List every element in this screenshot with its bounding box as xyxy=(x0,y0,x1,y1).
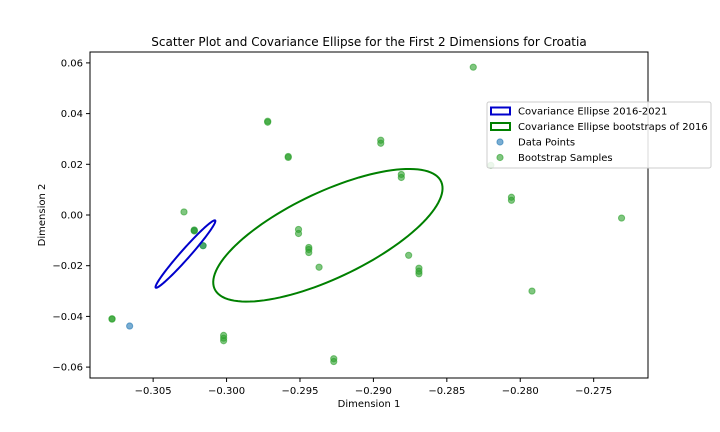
covariance-ellipse-bootstraps-of-2016 xyxy=(212,167,444,303)
bootstrap-samples-point xyxy=(469,63,477,71)
bootstrap-samples-point xyxy=(264,118,272,126)
legend-marker-data-points xyxy=(496,138,504,146)
bootstrap-samples-point xyxy=(284,153,292,162)
y-tick-label: 0.00 xyxy=(61,211,83,222)
y-tick-label: 0.02 xyxy=(61,160,83,171)
legend-label-bootstrap-samples: Bootstrap Samples xyxy=(518,153,613,164)
bootstrap-samples-point xyxy=(397,173,405,182)
y-tick-label: 0.04 xyxy=(61,109,83,120)
bootstrap-samples-point xyxy=(305,248,313,257)
bootstrap-samples-point xyxy=(108,315,116,323)
y-tick-label: −0.06 xyxy=(52,363,83,374)
bootstrap-samples-point xyxy=(315,263,323,271)
bootstrap-samples-point xyxy=(405,251,413,259)
x-axis-title: Dimension 1 xyxy=(338,399,401,410)
bootstrap-samples-point xyxy=(528,287,536,295)
y-tick-label: 0.06 xyxy=(61,58,83,69)
legend-label-covariance-ellipse-2016-2021: Covariance Ellipse 2016-2021 xyxy=(518,107,667,118)
y-tick-label: −0.04 xyxy=(52,312,83,323)
x-tick-label: −0.300 xyxy=(208,386,245,397)
x-tick-label: −0.285 xyxy=(428,386,465,397)
chart-title: Scatter Plot and Covariance Ellipse for … xyxy=(151,35,586,49)
legend-label-covariance-ellipse-bootstraps-of-2016: Covariance Ellipse bootstraps of 2016 xyxy=(518,122,708,133)
legend-label-data-points: Data Points xyxy=(518,138,575,149)
bootstrap-samples-point xyxy=(294,229,303,238)
bootstrap-samples-point xyxy=(330,357,338,366)
bootstrap-samples-point xyxy=(507,196,516,204)
x-tick-label: −0.275 xyxy=(575,386,612,397)
bootstrap-samples-point xyxy=(415,270,423,278)
bootstrap-samples-point xyxy=(220,337,228,345)
legend: Covariance Ellipse 2016-2021 Covariance E… xyxy=(486,101,712,169)
bootstrap-samples-point xyxy=(199,242,207,250)
covariance-ellipse-2016-2021 xyxy=(154,219,217,289)
legend-swatch-covariance-ellipse-bootstraps-of-2016 xyxy=(490,122,511,131)
legend-marker-bootstrap-samples xyxy=(496,153,504,162)
data-points-point xyxy=(126,322,134,330)
y-axis-title: Dimension 2 xyxy=(37,184,48,247)
y-tick-label: −0.02 xyxy=(52,261,83,272)
legend-swatch-covariance-ellipse-2016-2021 xyxy=(490,106,511,116)
plot-area-frame xyxy=(89,51,649,379)
bootstrap-samples-point xyxy=(190,227,198,235)
legend-box xyxy=(486,101,712,169)
x-tick-label: −0.290 xyxy=(355,386,392,397)
x-tick-label: −0.295 xyxy=(281,386,318,397)
x-tick-label: −0.280 xyxy=(502,386,539,397)
bootstrap-samples-point xyxy=(377,139,385,147)
x-tick-label: −0.305 xyxy=(135,386,172,397)
bootstrap-samples-point xyxy=(180,208,188,216)
bootstrap-samples-point xyxy=(617,214,626,222)
